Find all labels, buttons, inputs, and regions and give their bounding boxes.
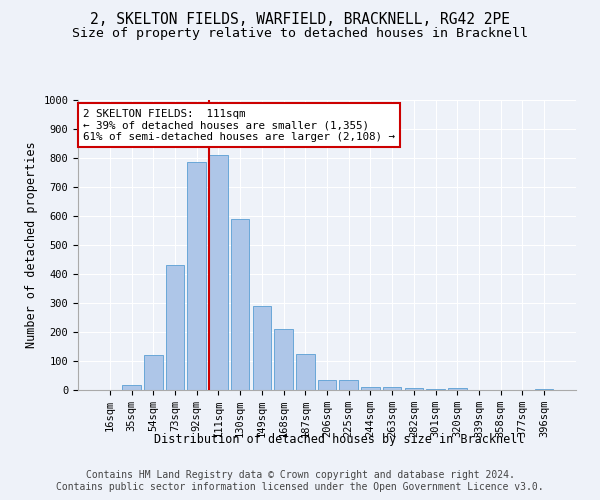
Bar (296, 354, 314, 390)
Bar (144, 355, 163, 390)
Bar (535, 388, 553, 390)
Bar (253, 306, 271, 390)
Y-axis label: Number of detached properties: Number of detached properties (25, 142, 38, 348)
Text: Distribution of detached houses by size in Bracknell: Distribution of detached houses by size … (154, 432, 524, 446)
Bar (274, 329, 293, 390)
Text: 2 SKELTON FIELDS:  111sqm
← 39% of detached houses are smaller (1,355)
61% of se: 2 SKELTON FIELDS: 111sqm ← 39% of detach… (83, 108, 395, 142)
Bar (122, 385, 141, 390)
Text: Size of property relative to detached houses in Bracknell: Size of property relative to detached ho… (72, 28, 528, 40)
Bar (209, 155, 227, 390)
Text: 2, SKELTON FIELDS, WARFIELD, BRACKNELL, RG42 2PE: 2, SKELTON FIELDS, WARFIELD, BRACKNELL, … (90, 12, 510, 28)
Bar (361, 386, 380, 390)
Text: Contains HM Land Registry data © Crown copyright and database right 2024.: Contains HM Land Registry data © Crown c… (86, 470, 514, 480)
Bar (340, 380, 358, 390)
Bar (427, 388, 445, 390)
Bar (187, 162, 206, 390)
Bar (448, 388, 467, 390)
Bar (404, 388, 423, 390)
Bar (231, 219, 250, 390)
Text: Contains public sector information licensed under the Open Government Licence v3: Contains public sector information licen… (56, 482, 544, 492)
Bar (383, 387, 401, 390)
Bar (166, 266, 184, 390)
Bar (318, 380, 336, 390)
